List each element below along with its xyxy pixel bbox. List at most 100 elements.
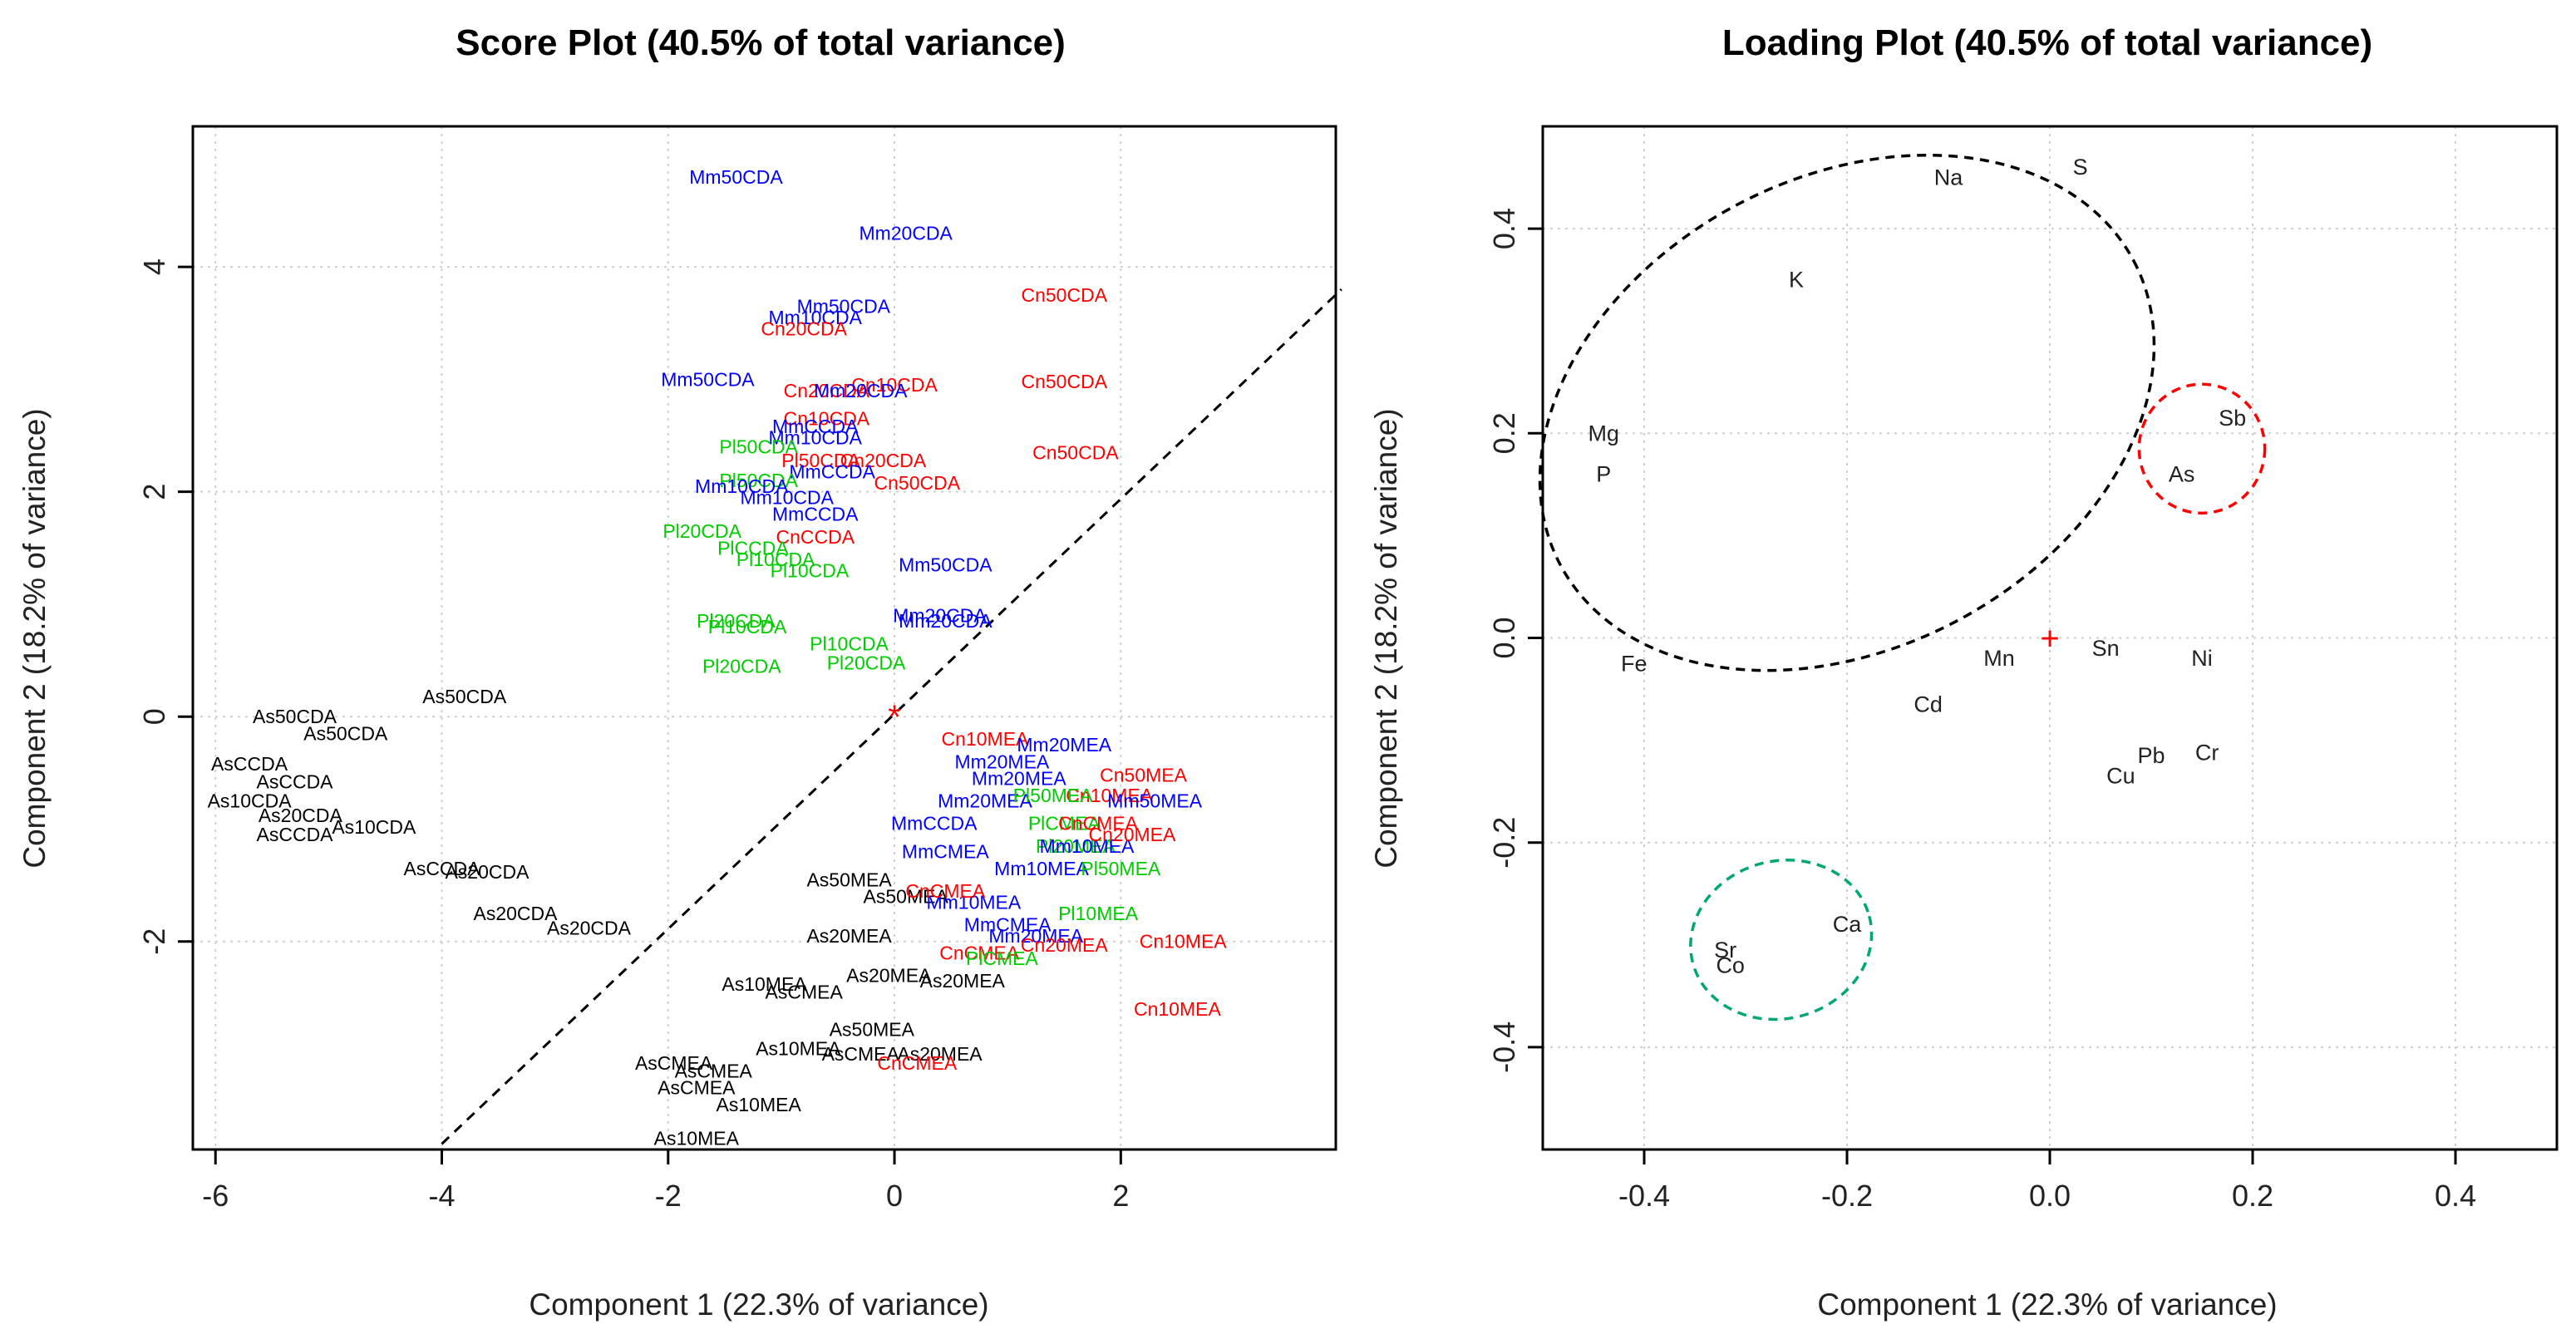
- score-plot-panel: Score Plot (40.5% of total variance) Mm5…: [17, 22, 1342, 1322]
- score-point: Cn10MEA: [1134, 998, 1221, 1020]
- score-point: Mm20CDA: [899, 610, 992, 632]
- score-point: As10MEA: [756, 1037, 841, 1059]
- score-point: Pl20CDA: [702, 655, 781, 677]
- score-point: Mm20MEA: [988, 925, 1083, 947]
- score-point: MmCMEA: [964, 913, 1052, 935]
- loading-plot-panel: Loading Plot (40.5% of total variance) N…: [1369, 22, 2559, 1322]
- score-point: Cn50CDA: [1032, 441, 1119, 463]
- score-point: PlCMEA: [1028, 813, 1101, 834]
- loading-point: Mn: [1983, 646, 2015, 671]
- score-point: MmCCDA: [772, 416, 859, 437]
- ellipse-Sb-As: [2137, 382, 2267, 515]
- score-point: As20CDA: [547, 918, 632, 939]
- score-point: CnCMEA: [1058, 813, 1139, 834]
- score-point: Pl10MEA: [1058, 903, 1139, 924]
- loading-x-axis: -0.4 -0.2 0.0 0.2 0.4: [1618, 1149, 2476, 1213]
- loading-point: Ni: [2191, 646, 2213, 671]
- score-point: Mm10CDA: [769, 307, 863, 328]
- loading-point: As: [2169, 462, 2195, 487]
- score-point: AsCMEA: [822, 1043, 900, 1065]
- score-point: Mm50CDA: [899, 554, 992, 576]
- score-point: Cn50CDA: [874, 472, 961, 494]
- loading-point: Sb: [2219, 406, 2246, 431]
- score-point: Pl50CDA: [781, 450, 860, 471]
- score-point: As20MEA: [806, 925, 892, 947]
- score-point: Mm50CDA: [797, 295, 891, 317]
- score-x-axis: -6 -4 -2 0 2: [202, 1149, 1129, 1213]
- score-point: Cn10MEA: [942, 728, 1029, 750]
- score-point: Mm50MEA: [1107, 790, 1202, 812]
- score-point: MmCCDA: [891, 813, 978, 834]
- score-point: Pl50CDA: [719, 470, 798, 491]
- score-x-tick-label: 2: [1112, 1179, 1129, 1213]
- loading-center-marker: +: [2040, 621, 2059, 657]
- score-point: As20MEA: [846, 964, 932, 986]
- loading-x-tick-label: -0.2: [1821, 1179, 1873, 1213]
- loading-y-tick-label: 0.2: [1487, 412, 1521, 454]
- score-point: Mm20MEA: [1017, 734, 1111, 756]
- score-point: Mm20MEA: [938, 790, 1032, 812]
- score-point: Pl10CDA: [736, 549, 815, 570]
- loading-point: Cd: [1914, 692, 1943, 717]
- score-point: Mm20MEA: [955, 751, 1050, 772]
- score-point: Pl50CDA: [719, 436, 798, 458]
- score-point: Cn10CDA: [851, 374, 938, 396]
- score-point: AsCCDA: [257, 771, 334, 793]
- score-point: Mm20CDA: [859, 223, 953, 244]
- score-reference-line: [441, 288, 1342, 1145]
- loading-point: Cr: [2195, 740, 2219, 765]
- loading-point: Mg: [1588, 421, 1619, 446]
- score-point: Cn50CDA: [1021, 371, 1107, 392]
- score-point: AsCMEA: [658, 1077, 736, 1099]
- score-point: CnCMEA: [877, 1052, 958, 1074]
- loading-y-axis: -0.4 -0.2 0.0 0.2 0.4: [1487, 208, 1543, 1073]
- score-point: Pl20CDA: [662, 520, 741, 542]
- score-point: Pl10CDA: [771, 559, 850, 581]
- score-point: Mm10MEA: [994, 858, 1089, 879]
- score-point: Cn20CDA: [761, 318, 847, 339]
- score-x-tick-label: 0: [886, 1179, 903, 1213]
- score-x-tick-label: -6: [202, 1179, 229, 1213]
- score-point: Cn10CDA: [784, 408, 870, 430]
- loading-y-tick-label: -0.2: [1487, 817, 1521, 869]
- score-point: Mm20MEA: [972, 768, 1066, 790]
- score-y-tick-label: 4: [137, 258, 171, 275]
- score-point: MmCCDA: [772, 504, 859, 525]
- score-y-tick-label: 2: [137, 484, 171, 500]
- score-y-tick-label: -2: [137, 928, 171, 955]
- score-point: As20CDA: [474, 903, 559, 924]
- score-point: Pl20MEA: [1036, 835, 1116, 857]
- loading-x-tick-label: 0.0: [2029, 1179, 2071, 1213]
- score-point: Mm50CDA: [689, 166, 783, 188]
- score-point: PlCMEA: [966, 948, 1039, 969]
- score-point: Cn20CDA: [784, 380, 870, 401]
- score-point: AsCCDA: [403, 858, 480, 879]
- loading-x-tick-label: -0.4: [1618, 1179, 1670, 1213]
- score-point: Cn10MEA: [1066, 785, 1153, 806]
- score-plot-frame: [191, 125, 1337, 1151]
- score-point: As10MEA: [654, 1127, 740, 1149]
- score-point: Pl20CDA: [827, 652, 906, 673]
- score-point: AsCMEA: [766, 982, 844, 1003]
- score-point: Mm10MEA: [926, 891, 1021, 913]
- score-point: AsCMEA: [675, 1060, 753, 1081]
- loading-point: Co: [1716, 953, 1745, 977]
- score-point: Mm50CDA: [661, 368, 755, 390]
- score-point: Mm10CDA: [769, 427, 863, 449]
- score-point: Cn10MEA: [1140, 931, 1227, 953]
- score-x-tick-label: -2: [655, 1179, 682, 1213]
- loading-point: Ca: [1833, 912, 1862, 937]
- score-center-marker: *: [888, 699, 901, 736]
- score-x-tick-label: -4: [428, 1179, 455, 1213]
- score-point: MmCCDA: [789, 460, 875, 482]
- score-point: Mm20CDA: [893, 604, 987, 626]
- score-point: Pl20CDA: [697, 610, 776, 632]
- loading-plot-title: Loading Plot (40.5% of total variance): [1722, 22, 2372, 63]
- loading-point: K: [1789, 268, 1804, 293]
- score-point: As10MEA: [717, 1094, 802, 1115]
- score-point: As10CDA: [208, 790, 293, 812]
- score-point: As50MEA: [806, 869, 892, 890]
